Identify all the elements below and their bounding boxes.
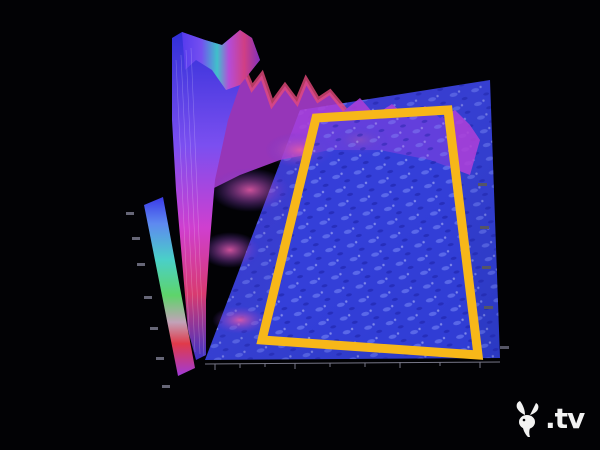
channel-watermark: .tv [512, 396, 594, 442]
highlight-frame [256, 105, 484, 360]
watermark-text: .tv [545, 402, 585, 435]
x-axis-ticks [204, 361, 501, 370]
bunny-logo-icon [516, 401, 539, 437]
wall-striations [175, 47, 205, 357]
ridge-highlights [237, 59, 347, 112]
z-axis-ticks [126, 212, 170, 388]
spectral-wall [172, 30, 260, 360]
spectral-wall-crest [182, 30, 260, 90]
highlighted-region-texture [262, 110, 478, 355]
y-axis-ticks [478, 183, 509, 349]
color-scale-bar [144, 197, 195, 376]
